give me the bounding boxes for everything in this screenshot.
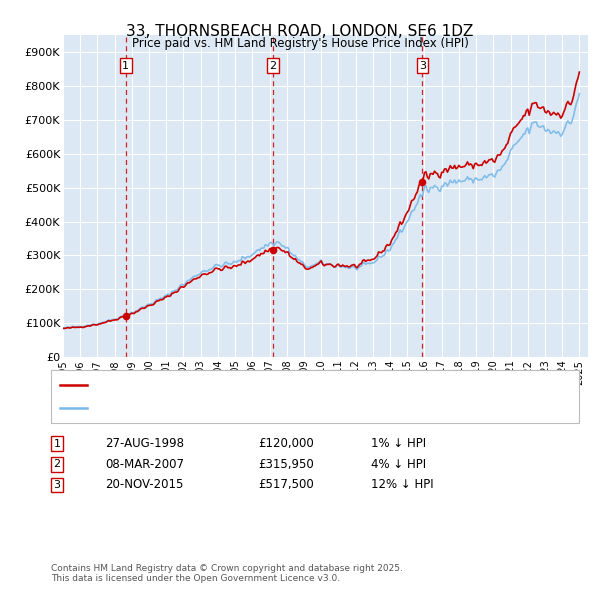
Text: 33, THORNSBEACH ROAD, LONDON, SE6 1DZ: 33, THORNSBEACH ROAD, LONDON, SE6 1DZ [127,24,473,38]
Text: Price paid vs. HM Land Registry's House Price Index (HPI): Price paid vs. HM Land Registry's House … [131,37,469,50]
Text: 3: 3 [53,480,61,490]
Text: 2: 2 [269,61,276,71]
Text: 2: 2 [53,460,61,469]
Text: 1: 1 [122,61,129,71]
Text: 12% ↓ HPI: 12% ↓ HPI [371,478,433,491]
Text: 20-NOV-2015: 20-NOV-2015 [105,478,184,491]
Text: 33, THORNSBEACH ROAD, LONDON, SE6 1DZ (semi-detached house): 33, THORNSBEACH ROAD, LONDON, SE6 1DZ (s… [92,380,452,390]
Text: £315,950: £315,950 [258,458,314,471]
Text: 27-AUG-1998: 27-AUG-1998 [105,437,184,450]
Text: £517,500: £517,500 [258,478,314,491]
Text: HPI: Average price, semi-detached house, Lewisham: HPI: Average price, semi-detached house,… [92,403,365,413]
Text: Contains HM Land Registry data © Crown copyright and database right 2025.
This d: Contains HM Land Registry data © Crown c… [51,563,403,583]
Text: 1% ↓ HPI: 1% ↓ HPI [371,437,426,450]
Text: £120,000: £120,000 [258,437,314,450]
Text: 3: 3 [419,61,426,71]
Text: 1: 1 [53,439,61,448]
Text: 4% ↓ HPI: 4% ↓ HPI [371,458,426,471]
Text: 08-MAR-2007: 08-MAR-2007 [105,458,184,471]
